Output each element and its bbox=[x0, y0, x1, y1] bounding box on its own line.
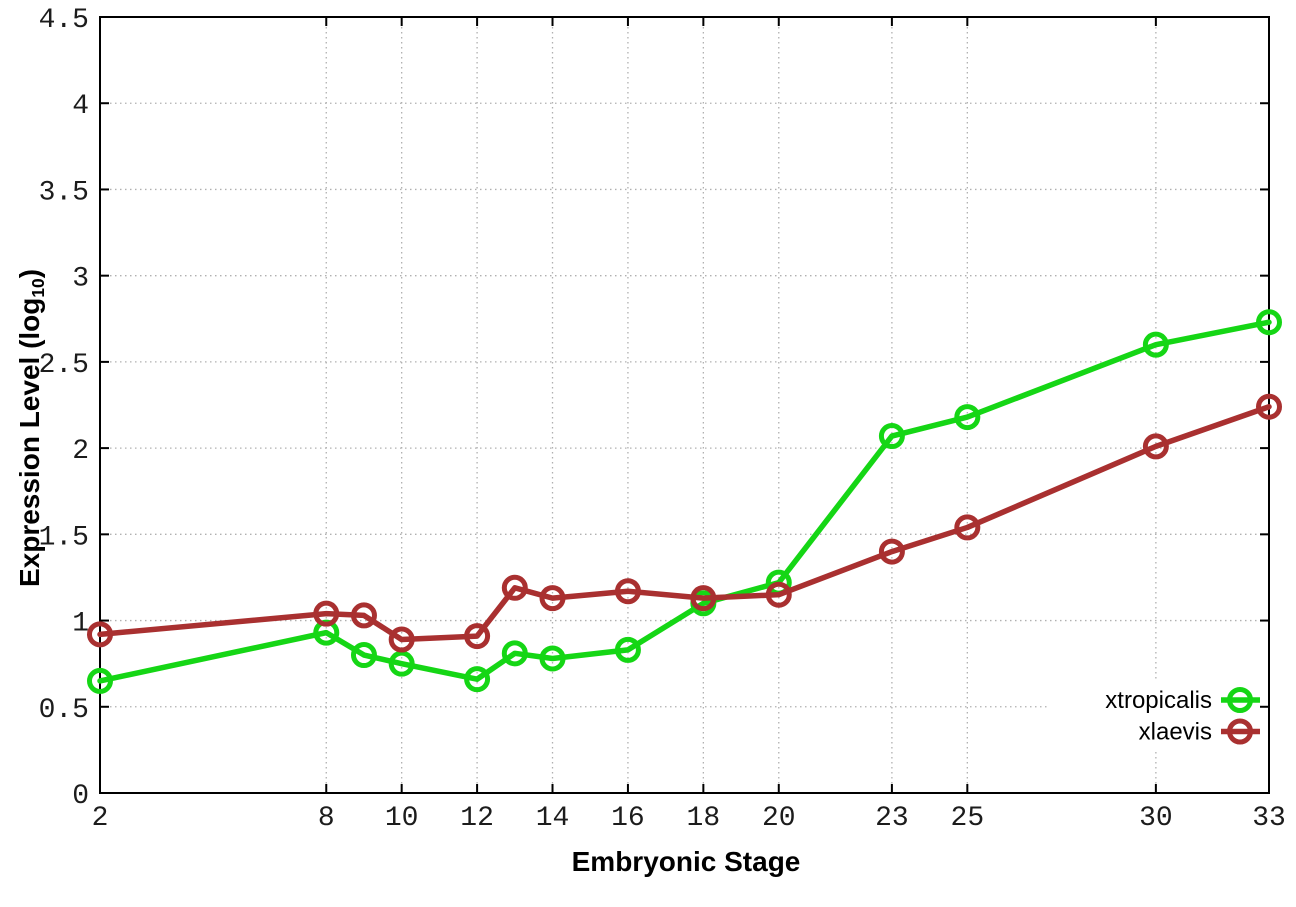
y-axis-label-suffix: ) bbox=[14, 268, 45, 279]
plot-border bbox=[99, 16, 1270, 794]
series-xlaevis-marker bbox=[878, 538, 905, 565]
x-tick-label: 12 bbox=[460, 803, 494, 834]
series-xlaevis-line bbox=[97, 403, 1272, 643]
series-xlaevis-marker bbox=[954, 514, 981, 541]
series-xtropicalis bbox=[87, 309, 1282, 694]
series-xtropicalis-marker bbox=[464, 666, 491, 693]
grid-lines bbox=[100, 17, 1270, 793]
y-tick-label: 4 bbox=[72, 91, 89, 122]
series-xtropicalis-marker bbox=[878, 423, 905, 450]
x-tick-label: 14 bbox=[536, 803, 570, 834]
y-tick-labels: 0 0.5 1 1.5 2 2.5 3 3.5 4 4.5 bbox=[39, 5, 89, 812]
series-xtropicalis-marker bbox=[1142, 331, 1169, 358]
series-xtropicalis-marker bbox=[350, 642, 377, 669]
legend-item-xlaevis: xlaevis bbox=[1139, 718, 1260, 746]
series-xlaevis-marker bbox=[1142, 433, 1169, 460]
x-tick-label: 25 bbox=[951, 803, 985, 834]
x-tick-label: 23 bbox=[875, 803, 909, 834]
x-tick-label: 18 bbox=[687, 803, 721, 834]
y-tick-label: 3 bbox=[72, 264, 89, 295]
series-xlaevis-marker bbox=[313, 600, 340, 627]
x-tick-label: 8 bbox=[318, 803, 335, 834]
y-axis-label-prefix: Expression Level (log bbox=[14, 297, 45, 588]
series-xlaevis-marker bbox=[614, 578, 641, 605]
x-tick-label: 30 bbox=[1139, 803, 1173, 834]
x-tick-label: 10 bbox=[385, 803, 419, 834]
series-xlaevis-marker bbox=[765, 581, 792, 608]
series-xlaevis-marker bbox=[690, 585, 717, 612]
series-xlaevis-marker bbox=[350, 602, 377, 629]
legend-item-xtropicalis: xtropicalis bbox=[1105, 687, 1260, 714]
x-axis-label: Embryonic Stage bbox=[571, 846, 801, 877]
x-tick-label: 33 bbox=[1252, 803, 1286, 834]
series-xlaevis bbox=[87, 393, 1282, 653]
series-xlaevis-marker bbox=[464, 623, 491, 650]
series-xlaevis-marker bbox=[1256, 393, 1282, 420]
y-tick-label: 0.5 bbox=[39, 695, 89, 726]
y-tick-label: 2.5 bbox=[39, 350, 89, 381]
legend-marker-sample bbox=[1227, 718, 1253, 745]
series-xtropicalis-marker bbox=[614, 636, 641, 663]
legend-label-xtropicalis: xtropicalis bbox=[1105, 687, 1212, 714]
series-xtropicalis-marker bbox=[1256, 309, 1282, 336]
x-tick-label: 16 bbox=[611, 803, 645, 834]
series-xtropicalis-marker bbox=[87, 667, 113, 694]
series-xlaevis-marker bbox=[539, 585, 566, 612]
series-xlaevis-marker bbox=[501, 574, 528, 601]
y-tick-label: 1 bbox=[72, 609, 89, 640]
series-xtropicalis-marker bbox=[539, 645, 566, 672]
legend-marker-sample bbox=[1227, 687, 1253, 713]
series-xtropicalis-marker bbox=[388, 650, 415, 677]
x-tick-label: 2 bbox=[92, 803, 109, 834]
y-tick-label: 2 bbox=[72, 436, 89, 467]
tick-marks bbox=[99, 16, 1270, 794]
y-tick-label: 3.5 bbox=[39, 177, 89, 208]
series-xlaevis-marker bbox=[87, 621, 113, 648]
y-axis-label: Expression Level (log10) bbox=[14, 268, 48, 588]
series-xlaevis-marker bbox=[388, 626, 415, 653]
x-tick-labels: 2 8 10 12 14 16 18 20 23 25 30 33 bbox=[92, 803, 1286, 834]
series-xtropicalis-line bbox=[97, 319, 1272, 684]
series-xtropicalis-marker bbox=[501, 640, 528, 667]
y-tick-label: 1.5 bbox=[39, 522, 89, 553]
y-axis-label-subscript: 10 bbox=[27, 278, 48, 298]
legend: xtropicalis xlaevis bbox=[1105, 687, 1260, 746]
legend-label-xlaevis: xlaevis bbox=[1139, 719, 1212, 746]
series-xtropicalis-marker bbox=[954, 404, 981, 431]
y-tick-label: 0 bbox=[72, 781, 89, 812]
x-tick-label: 20 bbox=[762, 803, 796, 834]
y-tick-label: 4.5 bbox=[39, 5, 89, 36]
